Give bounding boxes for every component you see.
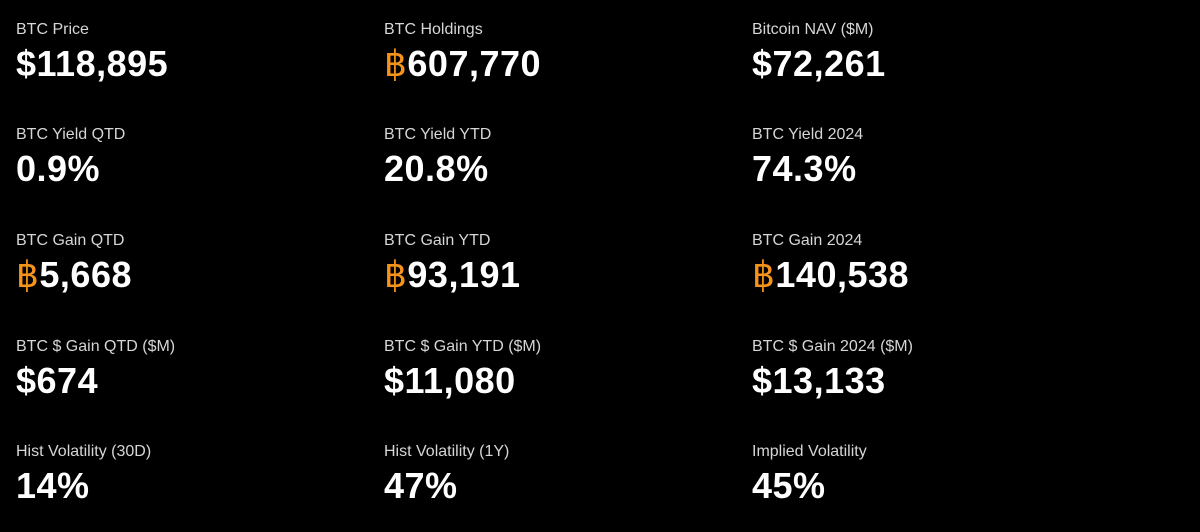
metric-label: BTC Gain QTD xyxy=(16,232,125,249)
metric-value-container: ฿607,770 xyxy=(384,42,541,86)
metric-btc-usd-gain-qtd: BTC $ Gain QTD ($M) $674 xyxy=(16,337,376,427)
metric-btc-gain-2024: BTC Gain 2024 ฿140,538 xyxy=(752,231,1112,321)
metric-value: 14% xyxy=(16,465,90,506)
metric-bitcoin-nav: Bitcoin NAV ($M) $72,261 xyxy=(752,20,1112,110)
metric-value: 140,538 xyxy=(775,254,910,295)
metric-label: BTC $ Gain 2024 ($M) xyxy=(752,338,913,355)
metric-value: $118,895 xyxy=(16,43,169,84)
metric-value: 93,191 xyxy=(407,254,521,295)
metric-label: BTC $ Gain YTD ($M) xyxy=(384,338,542,355)
metric-value: 607,770 xyxy=(407,43,542,84)
metric-label: BTC Holdings xyxy=(384,21,483,38)
metric-btc-holdings: BTC Holdings ฿607,770 xyxy=(384,20,744,110)
metric-btc-price: BTC Price $118,895 xyxy=(16,20,376,110)
metric-label: Hist Volatility (1Y) xyxy=(384,443,510,460)
metric-hist-volatility-30d: Hist Volatility (30D) 14% xyxy=(16,442,376,532)
metric-value: 74.3% xyxy=(752,148,857,189)
metric-label: Implied Volatility xyxy=(752,443,867,460)
bitcoin-symbol-icon: ฿ xyxy=(384,254,408,295)
metric-value-container: ฿93,191 xyxy=(384,253,521,297)
bitcoin-symbol-icon: ฿ xyxy=(16,254,40,295)
metric-value: $72,261 xyxy=(752,43,886,84)
metric-value: 0.9% xyxy=(16,148,101,189)
metric-value: 20.8% xyxy=(384,148,489,189)
bitcoin-symbol-icon: ฿ xyxy=(384,43,408,84)
bitcoin-symbol-icon: ฿ xyxy=(752,254,776,295)
metric-value: $674 xyxy=(16,360,99,401)
metric-btc-yield-ytd: BTC Yield YTD 20.8% xyxy=(384,125,744,215)
metric-value: 45% xyxy=(752,465,826,506)
metric-btc-yield-qtd: BTC Yield QTD 0.9% xyxy=(16,125,376,215)
metric-label: BTC Yield 2024 xyxy=(752,126,864,143)
metric-label: Bitcoin NAV ($M) xyxy=(752,21,874,38)
metric-implied-volatility: Implied Volatility 45% xyxy=(752,442,1112,532)
metric-btc-usd-gain-2024: BTC $ Gain 2024 ($M) $13,133 xyxy=(752,337,1112,427)
metric-label: BTC $ Gain QTD ($M) xyxy=(16,338,176,355)
metric-hist-volatility-1y: Hist Volatility (1Y) 47% xyxy=(384,442,744,532)
metric-btc-yield-2024: BTC Yield 2024 74.3% xyxy=(752,125,1112,215)
metric-value: 47% xyxy=(384,465,458,506)
metric-label: BTC Price xyxy=(16,21,89,38)
metric-value: $11,080 xyxy=(384,360,516,401)
metric-label: BTC Yield YTD xyxy=(384,126,492,143)
metric-label: Hist Volatility (30D) xyxy=(16,443,152,460)
metric-btc-gain-ytd: BTC Gain YTD ฿93,191 xyxy=(384,231,744,321)
metric-value-container: ฿5,668 xyxy=(16,253,132,297)
metric-btc-gain-qtd: BTC Gain QTD ฿5,668 xyxy=(16,231,376,321)
metric-value: 5,668 xyxy=(39,254,132,295)
metric-btc-usd-gain-ytd: BTC $ Gain YTD ($M) $11,080 xyxy=(384,337,744,427)
metric-label: BTC Gain YTD xyxy=(384,232,491,249)
metric-value-container: ฿140,538 xyxy=(752,253,909,297)
metric-value: $13,133 xyxy=(752,360,886,401)
metric-label: BTC Gain 2024 xyxy=(752,232,863,249)
metric-label: BTC Yield QTD xyxy=(16,126,126,143)
